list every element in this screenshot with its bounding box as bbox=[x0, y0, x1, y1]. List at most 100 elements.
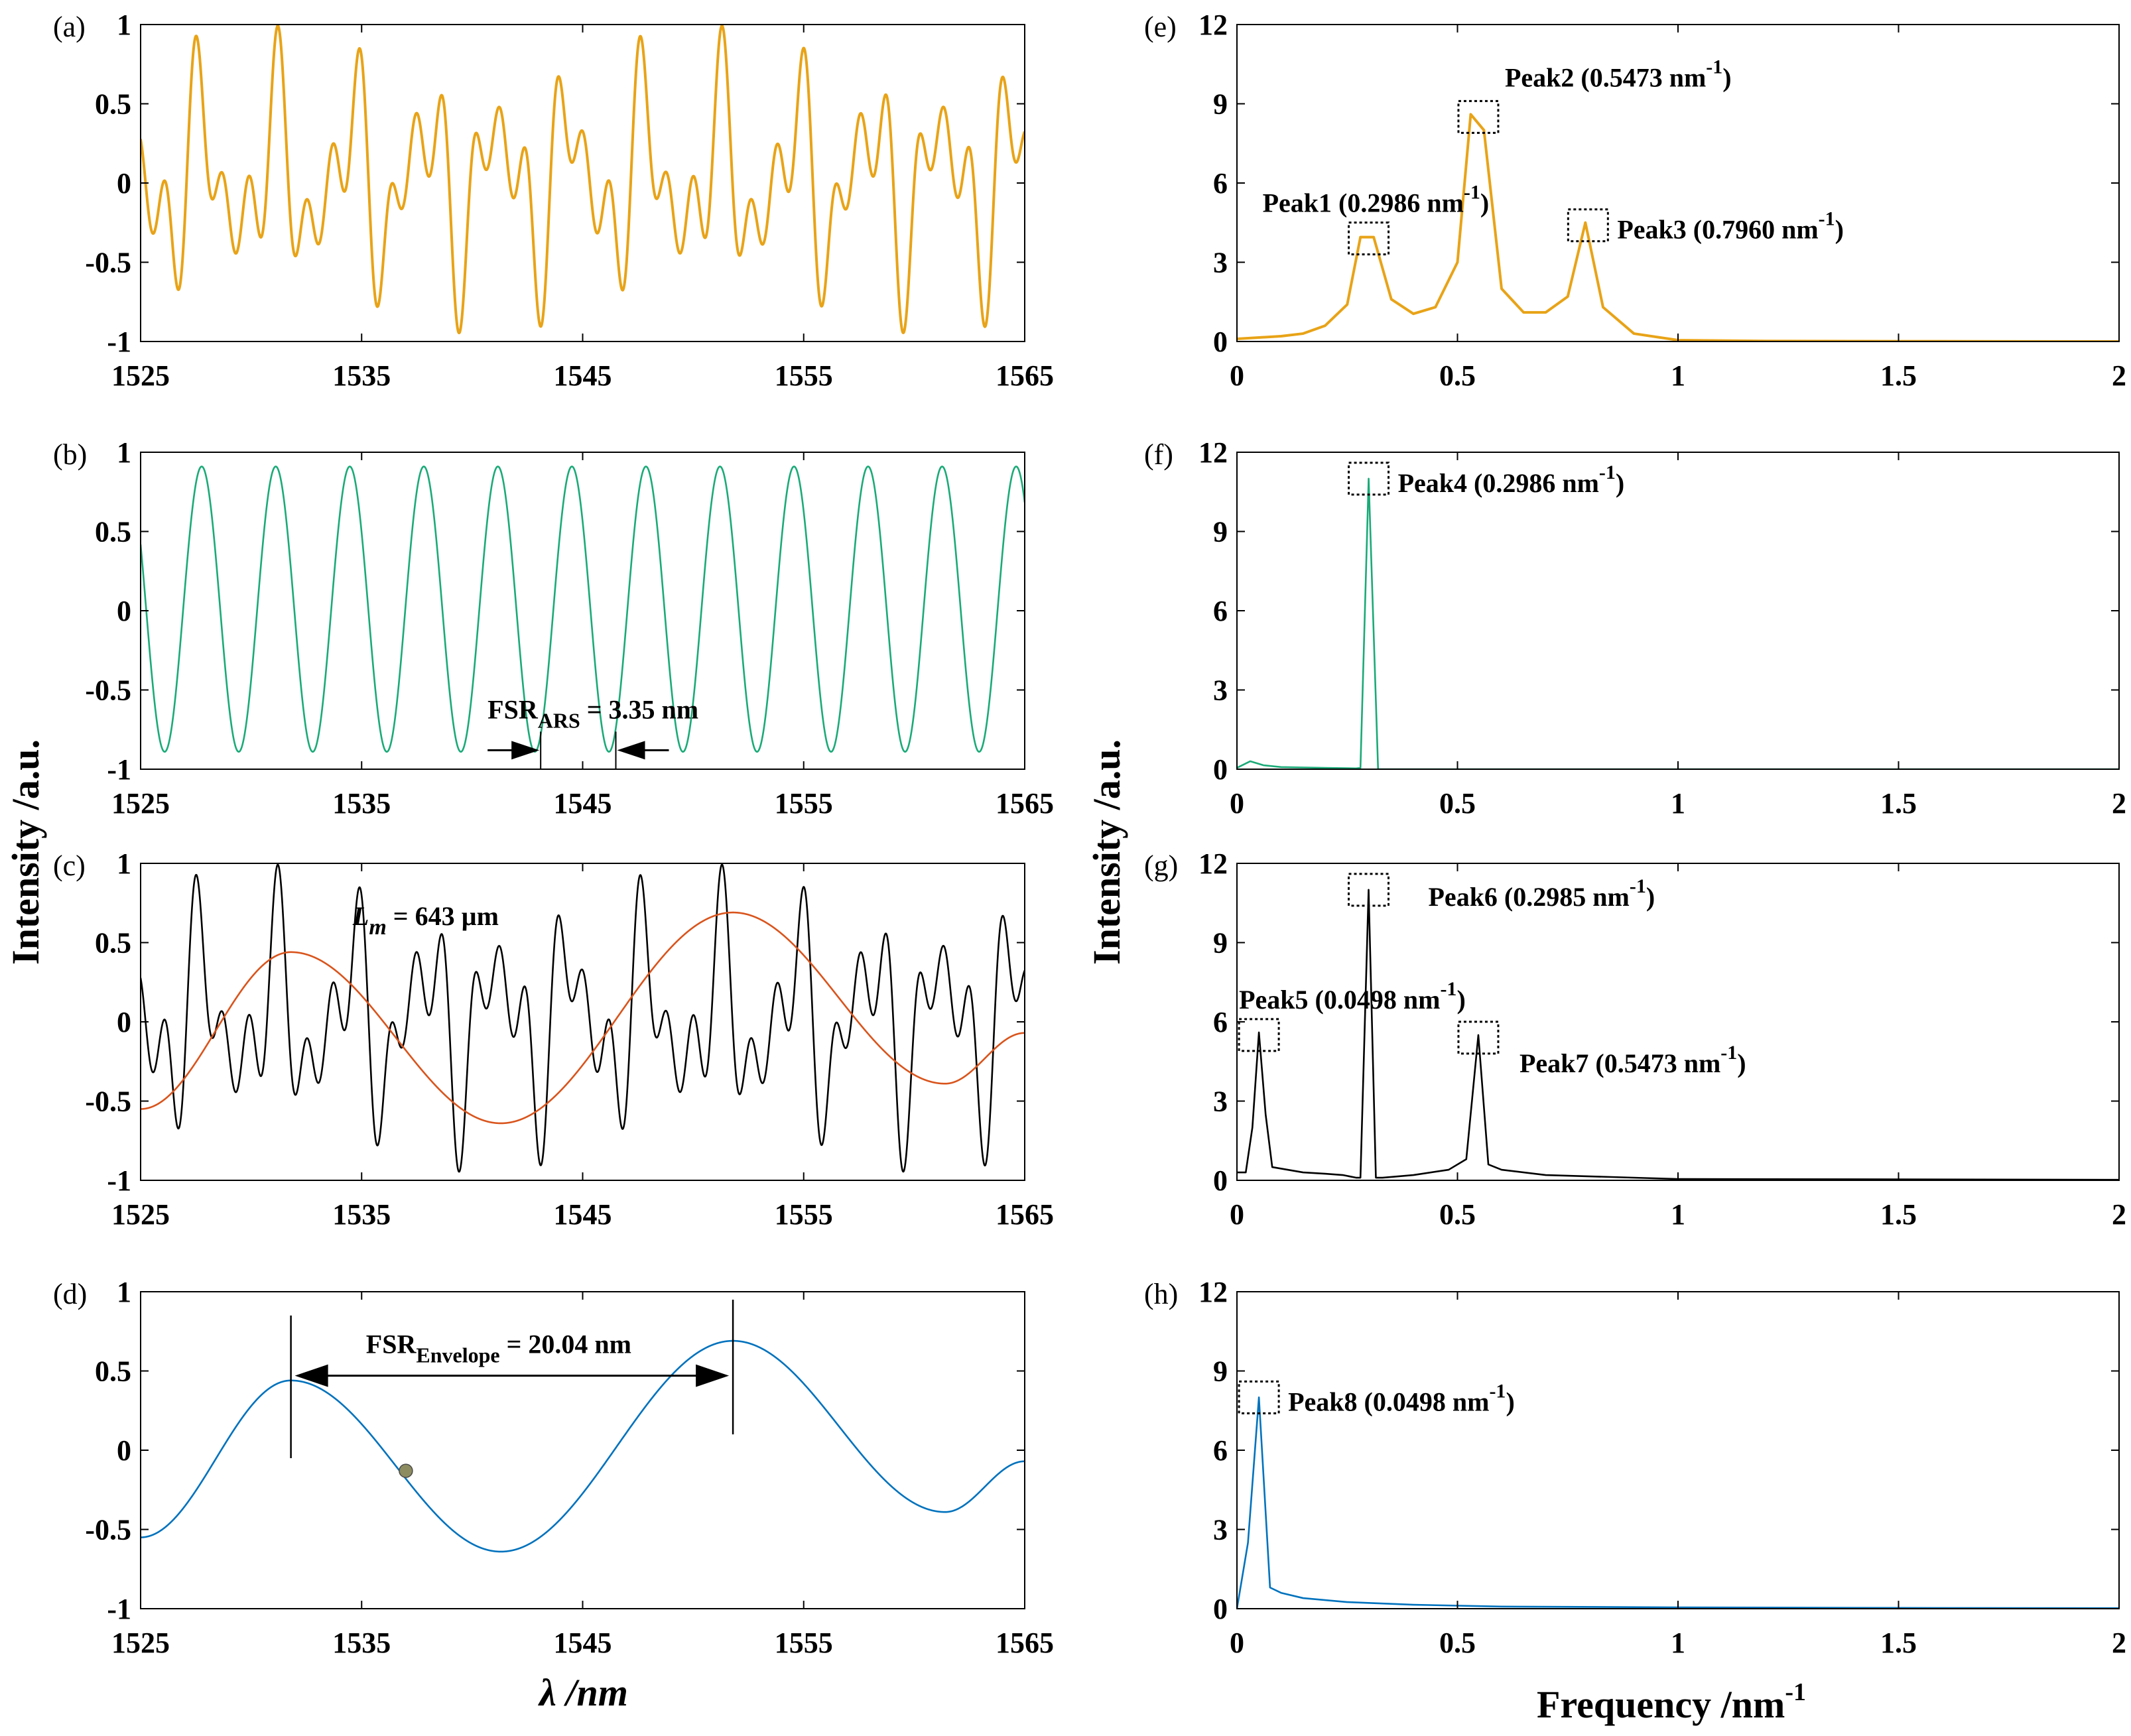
right-x-axis-label-sup: -1 bbox=[1785, 1678, 1806, 1706]
y-tick-label: 3 bbox=[1213, 247, 1228, 279]
y-tick-label: 12 bbox=[1198, 9, 1228, 41]
peak-peak6: Peak6 (0.2985 nm-1) bbox=[1348, 873, 1655, 912]
y-tick-label: -1 bbox=[107, 1164, 131, 1197]
y-tick-label: 9 bbox=[1213, 516, 1228, 548]
peak-label-text: Peak3 (0.7960 nm bbox=[1617, 215, 1818, 245]
fsr-arrow-head-left bbox=[511, 741, 540, 760]
peak-label: Peak2 (0.5473 nm-1) bbox=[1505, 56, 1732, 92]
y-tick-label: 0 bbox=[1213, 1164, 1228, 1197]
peak-label-close: ) bbox=[1506, 1387, 1514, 1416]
peak-label-text: Peak6 (0.2985 nm bbox=[1429, 882, 1630, 912]
x-tick-label: 1545 bbox=[554, 787, 612, 820]
peak-label: Peak6 (0.2985 nm-1) bbox=[1429, 875, 1655, 912]
left-y-axis-label: Intensity /a.u. bbox=[4, 739, 47, 965]
peak-label-sup: -1 bbox=[1440, 978, 1456, 1000]
peak-label: Peak3 (0.7960 nm-1) bbox=[1617, 208, 1844, 245]
x-tick-label: 1535 bbox=[332, 1627, 391, 1659]
peak-label-text: Peak2 (0.5473 nm bbox=[1505, 62, 1706, 92]
y-tick-label: 0 bbox=[1213, 1593, 1228, 1625]
x-tick-label: 1535 bbox=[332, 1198, 391, 1231]
x-tick-label: 1.5 bbox=[1880, 787, 1917, 820]
peak-peak8: Peak8 (0.0498 nm-1) bbox=[1238, 1380, 1515, 1416]
y-tick-label: -1 bbox=[107, 1593, 131, 1625]
y-tick-label: 3 bbox=[1213, 1514, 1228, 1546]
y-tick-label: 12 bbox=[1198, 1276, 1228, 1308]
y-tick-label: 6 bbox=[1213, 1434, 1228, 1467]
panel-label-e: (e) bbox=[1144, 11, 1177, 43]
peak-label: Peak1 (0.2986 nm-1) bbox=[1263, 182, 1490, 218]
panel-a: 1525 1535 1545 1555 1565 -1 -0.5 0 0.5 1 (a) bbox=[53, 9, 1054, 392]
peak-box bbox=[1238, 1380, 1280, 1414]
y-tick-label: 9 bbox=[1213, 927, 1228, 960]
x-tick-label: 1535 bbox=[332, 787, 391, 820]
peak-label-sup: -1 bbox=[1630, 875, 1646, 897]
x-tick-label: 1525 bbox=[111, 1627, 170, 1659]
peak-label-sup: -1 bbox=[1819, 208, 1835, 230]
fsr-arrow-head-right bbox=[617, 741, 645, 760]
peak-label-close: ) bbox=[1835, 215, 1844, 245]
y-tick-label: 3 bbox=[1213, 1085, 1228, 1118]
y-tick-label: 9 bbox=[1213, 88, 1228, 121]
annotation-d-0: FSREnvelope = 20.04 nm bbox=[290, 1299, 734, 1458]
lm-label-value: = 643 µm bbox=[387, 901, 499, 931]
x-tick-label: 1555 bbox=[775, 359, 833, 392]
fsr-envelope-label: FSREnvelope = 20.04 nm bbox=[366, 1330, 631, 1367]
peak-box bbox=[1567, 208, 1609, 243]
annotation-b-0: FSRARS = 3.35 nm bbox=[487, 694, 698, 769]
x-tick-label: 1545 bbox=[554, 1627, 612, 1659]
panel-d: 1525 1535 1545 1555 1565 -1 -0.5 0 0.5 1 (d) FSREnv… bbox=[53, 1276, 1054, 1659]
peak-label-close: ) bbox=[1616, 468, 1624, 498]
panel-h: 0 0.5 1 1.5 2 0 3 6 9 12 (h) Peak8 (0.0498 nm-1) bbox=[1144, 1276, 2126, 1659]
x-tick-label: 0.5 bbox=[1439, 1627, 1476, 1659]
y-tick-label: 0 bbox=[1213, 753, 1228, 786]
series-line-b-0 bbox=[141, 465, 1025, 753]
x-tick-label: 0.5 bbox=[1439, 359, 1476, 392]
x-tick-label: 0.5 bbox=[1439, 787, 1476, 820]
fsr-label-main: FSR bbox=[366, 1330, 417, 1359]
peak-label-sup: -1 bbox=[1720, 1042, 1737, 1064]
peak-peak1: Peak1 (0.2986 nm-1) bbox=[1263, 182, 1490, 256]
x-tick-label: 1545 bbox=[554, 1198, 612, 1231]
x-tick-label: 0 bbox=[1230, 359, 1244, 392]
lm-label-main: L bbox=[352, 901, 369, 931]
peak-label-close: ) bbox=[1480, 188, 1489, 218]
peak-label-sup: -1 bbox=[1599, 462, 1616, 483]
y-tick-label: 1 bbox=[117, 9, 131, 41]
y-tick-label: 12 bbox=[1198, 436, 1228, 469]
panel-f: 0 0.5 1 1.5 2 0 3 6 9 12 (f) Peak4 (0.2986 nm-1) bbox=[1144, 436, 2126, 820]
series-line-g-0 bbox=[1237, 889, 2119, 1180]
fsr-label-sub: ARS bbox=[538, 708, 580, 732]
y-tick-label: 0 bbox=[117, 167, 131, 200]
y-tick-label: -1 bbox=[107, 326, 131, 358]
y-tick-label: 3 bbox=[1213, 674, 1228, 707]
y-tick-label: 1 bbox=[117, 847, 131, 880]
x-tick-label: 1 bbox=[1671, 787, 1685, 820]
x-tick-label: 1.5 bbox=[1880, 1627, 1917, 1659]
peak-peak5: Peak5 (0.0498 nm-1) bbox=[1238, 978, 1466, 1052]
x-tick-label: 1555 bbox=[775, 1198, 833, 1231]
panel-label-c: (c) bbox=[53, 849, 86, 882]
y-tick-label: 0 bbox=[117, 1434, 131, 1467]
peak-label: Peak7 (0.5473 nm-1) bbox=[1519, 1042, 1746, 1078]
y-tick-label: 0.5 bbox=[95, 1355, 131, 1388]
y-tick-label: -0.5 bbox=[85, 1085, 131, 1118]
x-tick-label: 0.5 bbox=[1439, 1198, 1476, 1231]
x-tick-label: 0 bbox=[1230, 1627, 1244, 1659]
peak-box bbox=[1238, 1018, 1280, 1052]
x-tick-label: 1545 bbox=[554, 359, 612, 392]
y-tick-label: 0.5 bbox=[95, 88, 131, 121]
fsr-label-sub: Envelope bbox=[416, 1343, 499, 1367]
x-tick-label: 2 bbox=[2112, 1627, 2126, 1659]
peak-label-close: ) bbox=[1722, 62, 1731, 92]
panel-label-g: (g) bbox=[1144, 849, 1178, 882]
y-tick-label: -0.5 bbox=[85, 1514, 131, 1546]
series-line-d-0 bbox=[141, 1339, 1025, 1553]
x-tick-label: 2 bbox=[2112, 359, 2126, 392]
fsr-label-main: FSR bbox=[487, 694, 539, 724]
peak-label-close: ) bbox=[1737, 1048, 1746, 1078]
y-tick-label: 12 bbox=[1198, 847, 1228, 880]
x-tick-label: 0 bbox=[1230, 787, 1244, 820]
y-tick-label: 0 bbox=[1213, 326, 1228, 358]
